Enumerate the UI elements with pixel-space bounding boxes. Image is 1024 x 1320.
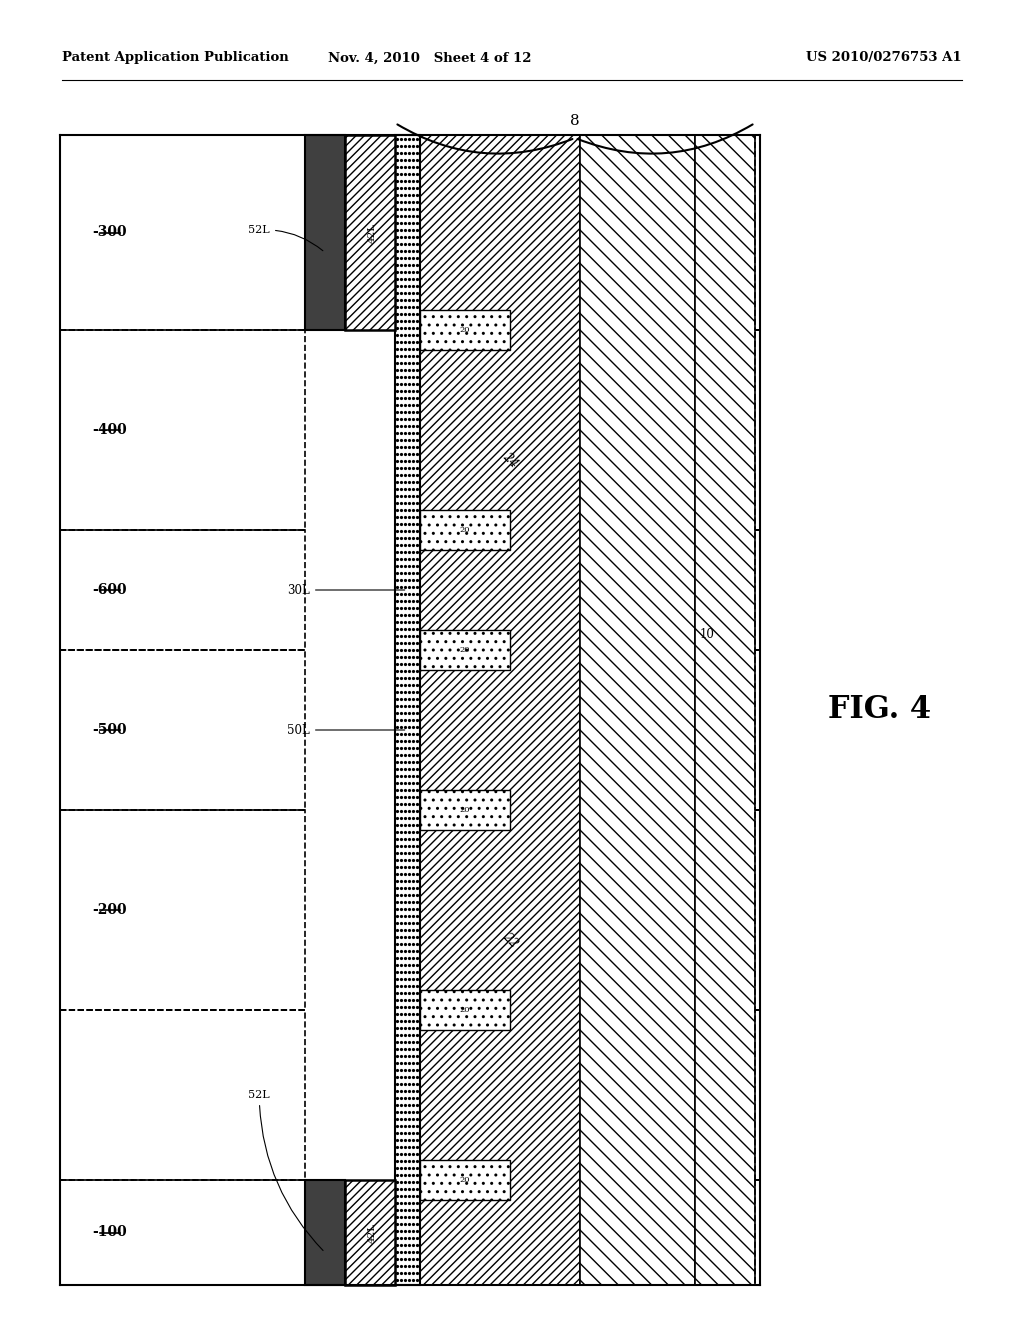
Text: 10: 10: [700, 628, 715, 642]
Text: 20: 20: [460, 1176, 470, 1184]
Bar: [420, 990, 510, 1030]
Text: -600: -600: [93, 583, 127, 597]
Text: -100: -100: [92, 1225, 127, 1239]
Text: 22: 22: [500, 929, 520, 950]
Text: -500: -500: [93, 723, 127, 737]
Bar: [420, 789, 510, 830]
Text: 20: 20: [460, 1006, 470, 1014]
Bar: [60, 1010, 305, 1180]
Text: 8: 8: [570, 114, 580, 128]
Text: -400: -400: [92, 422, 127, 437]
Bar: [755, 810, 760, 1010]
Text: 42L: 42L: [368, 1222, 377, 1242]
Bar: [420, 1160, 510, 1200]
Bar: [60, 649, 305, 810]
Bar: [60, 330, 305, 531]
Text: FIG. 4: FIG. 4: [828, 694, 932, 726]
Bar: [345, 135, 395, 330]
Text: 42L: 42L: [368, 223, 377, 243]
Bar: [755, 531, 760, 649]
Text: 20: 20: [460, 645, 470, 653]
Text: 52L: 52L: [249, 224, 323, 251]
Text: 24: 24: [500, 450, 520, 470]
Bar: [755, 330, 760, 531]
Text: 20: 20: [460, 807, 470, 814]
Bar: [60, 810, 305, 1010]
Bar: [395, 135, 420, 1284]
Bar: [695, 135, 755, 1284]
Text: -200: -200: [93, 903, 127, 917]
Bar: [420, 135, 580, 1284]
Bar: [60, 531, 305, 649]
Text: Patent Application Publication: Patent Application Publication: [62, 51, 289, 65]
Bar: [60, 1180, 305, 1284]
Bar: [60, 135, 305, 330]
Bar: [420, 310, 510, 350]
Bar: [305, 1180, 345, 1284]
Text: 20: 20: [460, 326, 470, 334]
Bar: [60, 135, 760, 1284]
Bar: [420, 630, 510, 671]
Bar: [305, 135, 345, 330]
Text: 52L: 52L: [249, 1090, 323, 1250]
Bar: [755, 135, 760, 330]
Text: 30L: 30L: [288, 583, 404, 597]
Text: -300: -300: [93, 226, 127, 239]
Text: 20: 20: [460, 525, 470, 535]
Text: US 2010/0276753 A1: US 2010/0276753 A1: [806, 51, 962, 65]
Bar: [755, 1180, 760, 1284]
Bar: [420, 510, 510, 550]
Bar: [755, 1010, 760, 1180]
Bar: [580, 135, 695, 1284]
Bar: [755, 649, 760, 810]
Bar: [345, 1180, 395, 1284]
Text: Nov. 4, 2010   Sheet 4 of 12: Nov. 4, 2010 Sheet 4 of 12: [329, 51, 531, 65]
Text: 50L: 50L: [288, 723, 404, 737]
